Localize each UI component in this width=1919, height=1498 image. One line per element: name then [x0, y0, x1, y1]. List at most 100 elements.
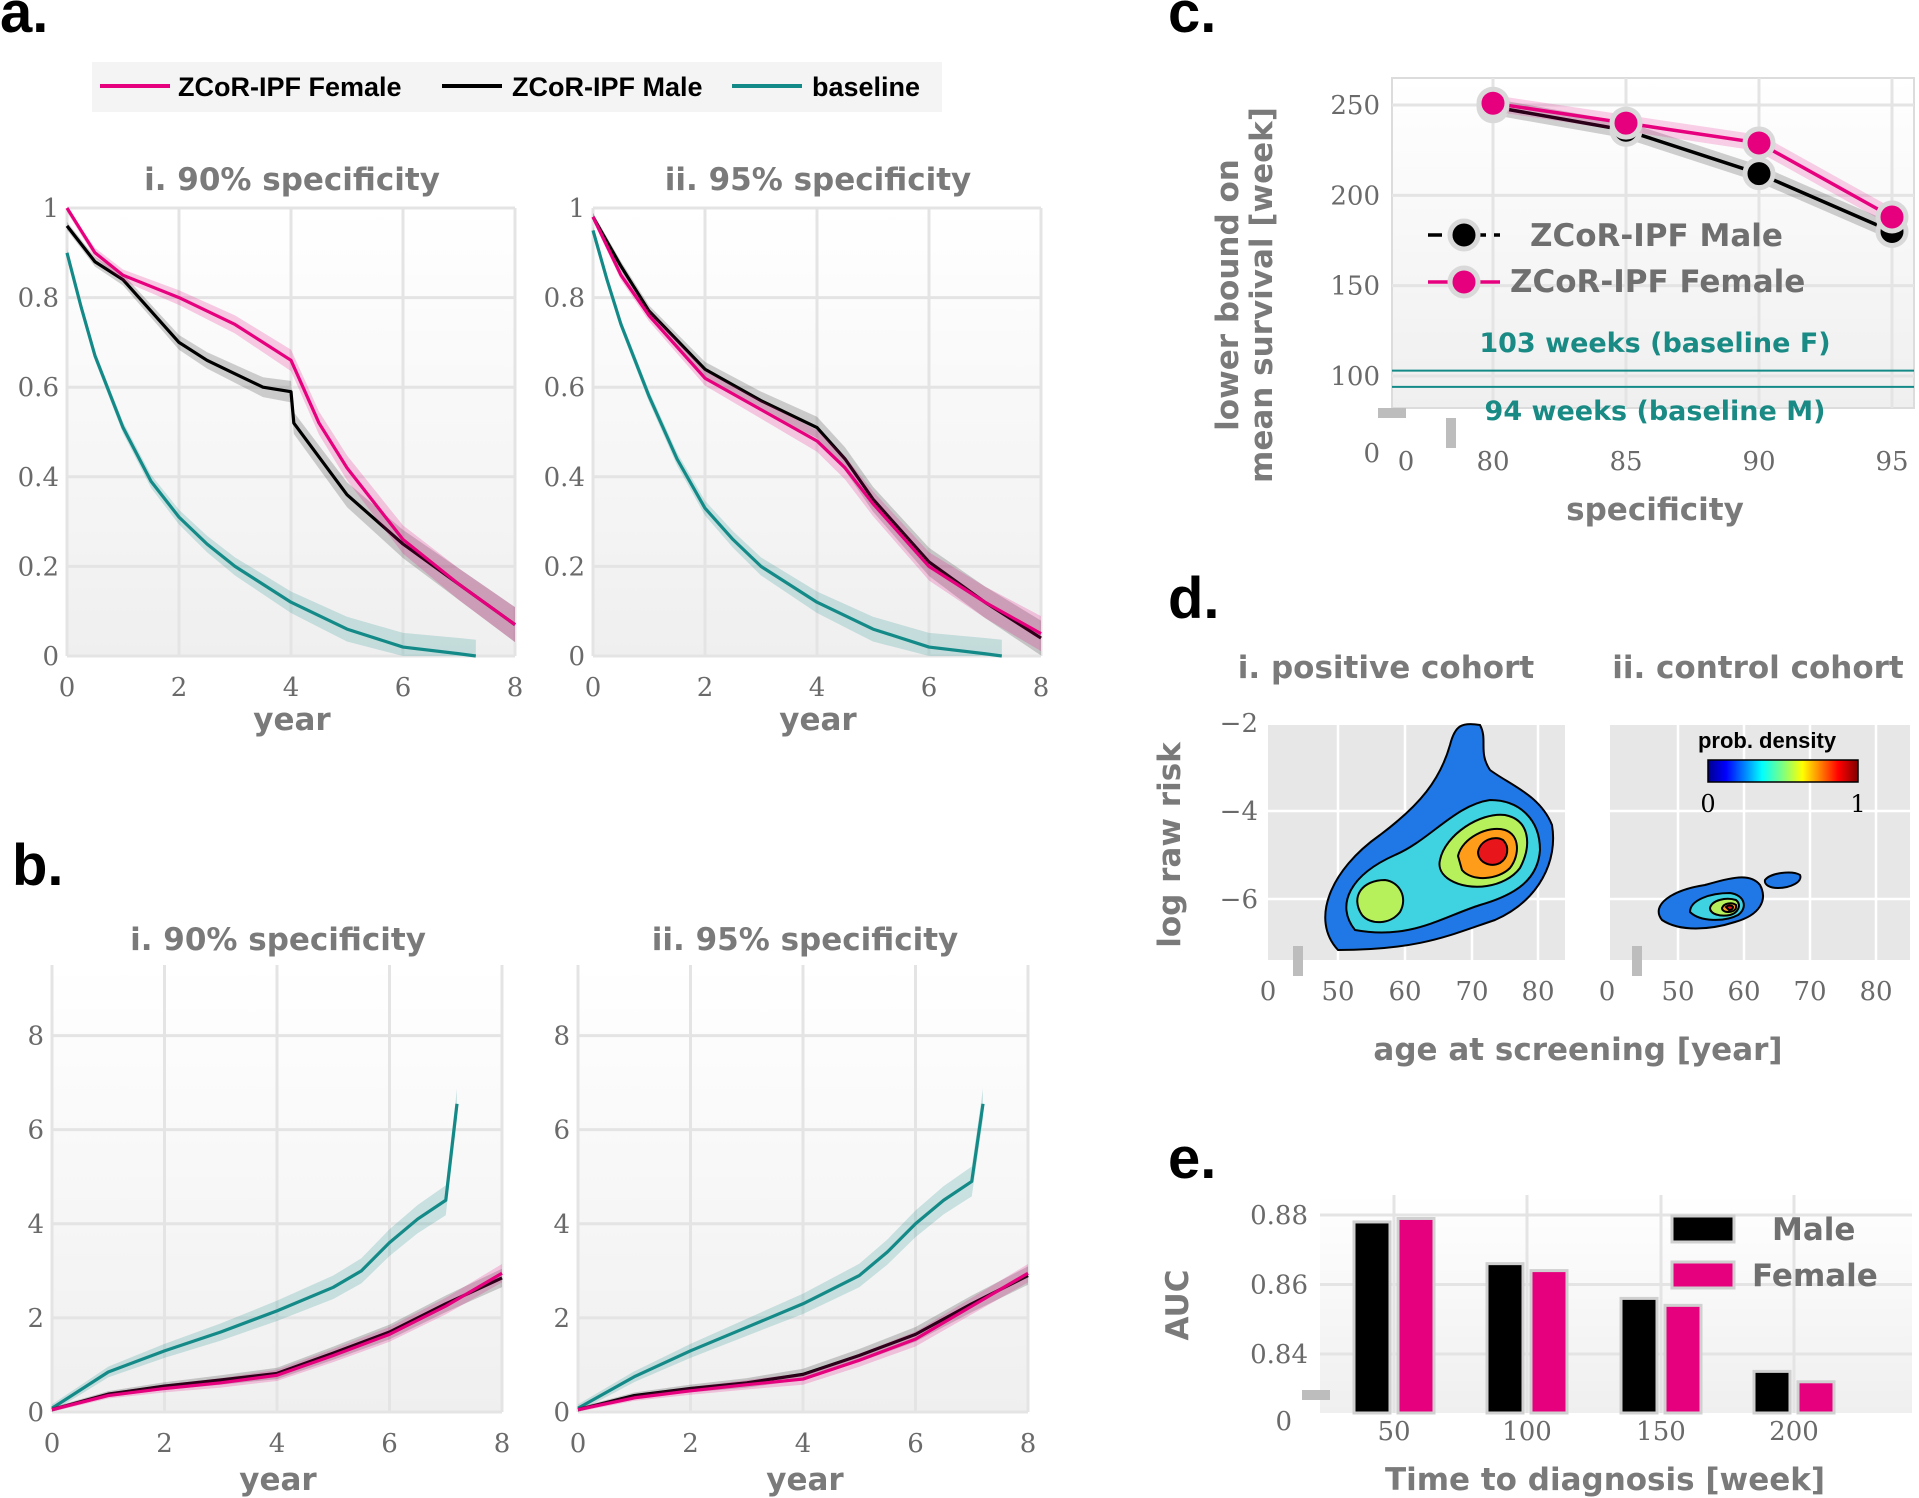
- bar-male: [1485, 1262, 1525, 1415]
- panel-c-plot: 0 80 85 90 95 0 100 150 200 250 103 weeks (baselin…: [1330, 77, 1915, 477]
- data-point: [1609, 106, 1643, 140]
- legend-female-label: ZCoR-IPF Female: [178, 72, 402, 102]
- y-tick-label: −2: [1220, 709, 1258, 739]
- x-tick-label: 8: [1033, 673, 1050, 703]
- density-contour: [1476, 837, 1509, 866]
- x-tick-label: 4: [795, 1429, 812, 1459]
- panel-a-i-title: i. 90% specificity: [144, 162, 440, 198]
- y-tick-label: 0.6: [544, 373, 585, 403]
- x-tick-label: 6: [921, 673, 938, 703]
- plot-background: [1391, 77, 1915, 409]
- panel-b-ii-title: ii. 95% specificity: [652, 922, 959, 958]
- panel-a-i-plot: 0 2 4 6 8 0 0.2 0.4 0.6 0.8 1: [18, 194, 524, 703]
- y-tick-label: 0.8: [544, 284, 585, 314]
- y-tick-label: −6: [1220, 885, 1258, 915]
- x-tick-label: 150: [1636, 1417, 1686, 1447]
- baseline-f-annotation: 103 weeks (baseline F): [1479, 328, 1830, 359]
- panel-e-letter: e.: [1168, 1126, 1216, 1191]
- panel-b-i-title: i. 90% specificity: [130, 922, 426, 958]
- confidence-band-baseline: [52, 1088, 457, 1412]
- panel-a-ii-xlabel: year: [779, 702, 857, 738]
- panel-c-letter: c.: [1168, 0, 1216, 45]
- y-tick-label: 0: [1363, 439, 1380, 469]
- x-tick-label: 200: [1769, 1417, 1819, 1447]
- x-tick-label: 100: [1502, 1417, 1552, 1447]
- x-tick-label: 2: [156, 1429, 173, 1459]
- y-tick-label: 0.84: [1250, 1340, 1308, 1370]
- series-line: [1492, 105, 1893, 234]
- x-tick-label: 0: [1260, 977, 1277, 1007]
- x-tick-label: 50: [1377, 1417, 1410, 1447]
- panel-a-i-xlabel: year: [253, 702, 331, 738]
- panel-d-letter: d.: [1168, 566, 1220, 631]
- x-tick-label: 0: [570, 1429, 587, 1459]
- y-tick-label: 0.6: [18, 373, 59, 403]
- colorbar-label: prob. density: [1698, 728, 1837, 753]
- panel-d-xlabel: age at screening [year]: [1373, 1032, 1782, 1068]
- y-tick-label: 0: [553, 1398, 570, 1428]
- panel-b-i-plot: 0 2 4 6 8 0 2 4 6 8: [27, 965, 510, 1459]
- y-tick-label: 0.86: [1250, 1271, 1308, 1301]
- colorbar-gradient: [1707, 759, 1859, 783]
- x-tick-label: 85: [1609, 447, 1642, 477]
- x-axis-break: [1293, 946, 1303, 976]
- series-line-zcor-ipf-male: [591, 216, 1042, 640]
- panel-c-xlabel: specificity: [1566, 492, 1744, 528]
- bar-female: [1396, 1216, 1436, 1415]
- panel-a-ii-plot: 0 2 4 6 8 0 0.2 0.4 0.6 0.8 1: [544, 194, 1050, 703]
- bar-male: [1352, 1220, 1392, 1415]
- confidence-band-baseline: [578, 1088, 983, 1412]
- series-line-baseline: [591, 229, 1003, 658]
- series-line-zcor-ipf-male: [65, 224, 516, 626]
- confidence-band-zcor-ipf-female: [67, 208, 515, 643]
- y-axis-break: [1378, 408, 1406, 418]
- baseline-m-annotation: 94 weeks (baseline M): [1485, 396, 1826, 427]
- x-tick-label: 6: [395, 673, 412, 703]
- series-line-baseline: [65, 252, 477, 658]
- x-tick-label: 0: [44, 1429, 61, 1459]
- y-tick-label: 0: [27, 1398, 44, 1428]
- x-tick-label: 4: [269, 1429, 286, 1459]
- y-tick-label: 0.2: [544, 552, 585, 582]
- y-tick-label: 8: [27, 1022, 44, 1052]
- panel-d-ii-title: ii. control cohort: [1612, 650, 1904, 686]
- y-tick-label: 1: [568, 194, 585, 224]
- legend-male-label: ZCoR-IPF Male: [512, 72, 703, 102]
- series-line-zcor-ipf-male: [577, 1274, 1029, 1412]
- legend-female-label: ZCoR-IPF Female: [1510, 264, 1805, 300]
- legend-male-label: ZCoR-IPF Male: [1530, 218, 1783, 254]
- confidence-band-zcor-ipf-male: [593, 212, 1041, 656]
- data-point: [1875, 200, 1909, 234]
- y-tick-label: 0.4: [544, 463, 585, 493]
- series-line-zcor-ipf-female: [51, 1271, 503, 1412]
- x-tick-label: 8: [494, 1429, 511, 1459]
- panel-c-ylabel-2: mean survival [week]: [1244, 107, 1280, 483]
- x-tick-label: 70: [1455, 977, 1488, 1007]
- x-tick-label: 2: [682, 1429, 699, 1459]
- panel-e-plot: 0 0.84 0.86 0.88 50 100 150 200 Male Female: [1250, 1195, 1912, 1447]
- x-axis-break: [1632, 946, 1642, 976]
- x-tick-label: 50: [1321, 977, 1354, 1007]
- y-tick-label: 0.8: [18, 284, 59, 314]
- y-tick-label: −4: [1220, 797, 1258, 827]
- density-contour: [1724, 904, 1735, 912]
- y-tick-label: 150: [1330, 272, 1380, 302]
- y-tick-label: 0: [568, 642, 585, 672]
- y-tick-label: 6: [27, 1116, 44, 1146]
- legend-male-swatch: [1670, 1214, 1736, 1244]
- panel-e-ylabel: AUC: [1160, 1270, 1196, 1341]
- y-axis-break: [1302, 1390, 1330, 1400]
- x-tick-label: 4: [283, 673, 300, 703]
- x-tick-label: 60: [1388, 977, 1421, 1007]
- series-line-baseline: [577, 1103, 985, 1410]
- y-tick-label: 0.88: [1250, 1201, 1308, 1231]
- y-tick-label: 250: [1330, 91, 1380, 121]
- x-tick-label: 0: [585, 673, 602, 703]
- bar-male: [1619, 1296, 1659, 1415]
- data-point: [1476, 86, 1510, 120]
- x-tick-label: 90: [1742, 447, 1775, 477]
- series-line-zcor-ipf-female: [65, 207, 516, 626]
- y-tick-label: 2: [553, 1304, 570, 1334]
- confidence-band-zcor-ipf-female: [578, 1264, 1028, 1412]
